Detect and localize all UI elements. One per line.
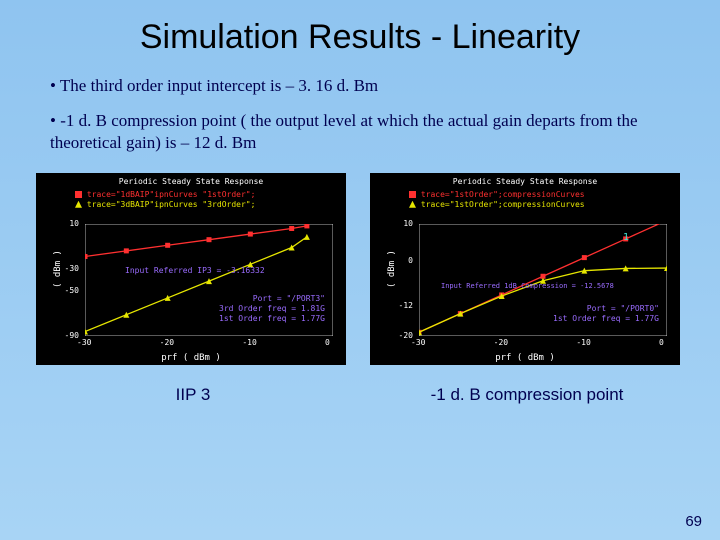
legend-text: trace="1stOrder";compressionCurves xyxy=(421,190,585,199)
legend-text: trace="3dBAIP"ipnCurves "3rdOrder"; xyxy=(87,200,256,209)
annotation-text: Input Referred 1dB Compression = -12.567… xyxy=(441,282,614,290)
chart-title: Periodic Steady State Response xyxy=(453,177,598,186)
legend-text: trace="1stOrder";compressionCurves xyxy=(421,200,585,209)
chart-iip3: Periodic Steady State Response trace="1d… xyxy=(36,173,346,365)
x-tick-label: -20 xyxy=(494,338,508,347)
charts-row: Periodic Steady State Response trace="1d… xyxy=(0,167,720,365)
y-tick-label: -50 xyxy=(65,286,79,295)
y-tick-label: -30 xyxy=(65,264,79,273)
x-tick-label: -10 xyxy=(576,338,590,347)
bullet-mark: • xyxy=(50,76,60,95)
legend-item: trace="1stOrder";compressionCurves xyxy=(409,200,585,209)
bullet-text: The third order input intercept is – 3. … xyxy=(60,76,378,95)
captions-row: IIP 3 -1 d. B compression point xyxy=(0,365,720,405)
legend-marker-icon xyxy=(409,191,416,198)
legend-marker-icon xyxy=(75,191,82,198)
chart-right-wrap: Periodic Steady State Response trace="1s… xyxy=(370,173,684,365)
x-axis-label: prf ( dBm ) xyxy=(161,353,221,363)
caption-right: -1 d. B compression point xyxy=(370,385,684,405)
annotation-text: 1st Order freq = 1.77G xyxy=(553,314,659,323)
legend-marker-icon xyxy=(409,201,416,208)
y-tick-label: 10 xyxy=(69,219,79,228)
y-axis-label: ( dBm ) xyxy=(387,250,397,288)
annotation-text: Port = "/PORT3" xyxy=(253,294,325,303)
chart-left-wrap: Periodic Steady State Response trace="1d… xyxy=(36,173,350,365)
x-tick-label: -30 xyxy=(77,338,91,347)
caption-left: IIP 3 xyxy=(36,385,350,405)
x-tick-label: -30 xyxy=(411,338,425,347)
bullet-text: -1 d. B compression point ( the output l… xyxy=(50,111,638,151)
x-tick-label: 0 xyxy=(659,338,664,347)
y-tick-label: 0 xyxy=(408,256,413,265)
x-tick-label: 0 xyxy=(325,338,330,347)
bullet-item: • The third order input intercept is – 3… xyxy=(50,75,670,96)
annotation-text: 3rd Order freq = 1.81G xyxy=(219,304,325,313)
marker-label: 1 xyxy=(623,232,629,243)
annotation-text: Input Referred IP3 = -3.16332 xyxy=(125,266,265,275)
x-tick-label: -20 xyxy=(160,338,174,347)
chart-title: Periodic Steady State Response xyxy=(119,177,264,186)
legend-item: trace="3dBAIP"ipnCurves "3rdOrder"; xyxy=(75,200,255,209)
legend-marker-icon xyxy=(75,201,82,208)
bullet-item: • -1 d. B compression point ( the output… xyxy=(50,110,670,153)
y-tick-label: -12 xyxy=(399,301,413,310)
annotation-text: Port = "/PORT0" xyxy=(587,304,659,313)
chart-compression: Periodic Steady State Response trace="1s… xyxy=(370,173,680,365)
y-axis-label: ( dBm ) xyxy=(53,250,63,288)
bullet-mark: • xyxy=(50,111,60,130)
bullet-list: • The third order input intercept is – 3… xyxy=(0,67,720,153)
legend-item: trace="1dBAIP"ipnCurves "1stOrder"; xyxy=(75,190,255,199)
x-axis-label: prf ( dBm ) xyxy=(495,353,555,363)
slide-title: Simulation Results - Linearity xyxy=(0,0,720,67)
legend-item: trace="1stOrder";compressionCurves xyxy=(409,190,585,199)
x-tick-label: -10 xyxy=(242,338,256,347)
y-tick-label: 10 xyxy=(403,219,413,228)
legend-text: trace="1dBAIP"ipnCurves "1stOrder"; xyxy=(87,190,256,199)
page-number: 69 xyxy=(685,513,702,530)
annotation-text: 1st Order freq = 1.77G xyxy=(219,314,325,323)
